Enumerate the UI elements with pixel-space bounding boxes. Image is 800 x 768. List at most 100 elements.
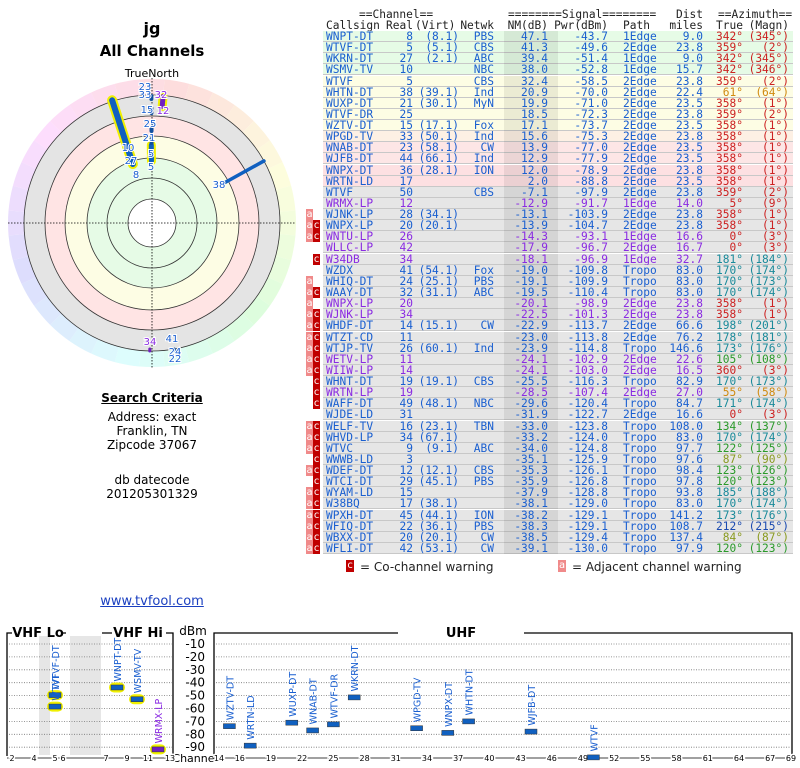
table-row[interactable]: a c W38BQ 17 (38.1) -38.1 -129.0 Tropo 83.0 170° (… — [0, 497, 800, 511]
callsign[interactable]: WJNK-LP — [326, 208, 374, 222]
table-row[interactable]: a c WFIQ-DT 22 (36.1) PBS -38.3 -129.1 Tropo 108.… — [0, 521, 800, 532]
table-row[interactable]: a c WHDF-DT 14 (15.1) CW -22.9 -113.7 2Edge 66.6 1… — [0, 320, 800, 331]
callsign[interactable]: WNPX-DT — [326, 163, 374, 177]
callsign[interactable]: WHIQ-DT — [326, 274, 374, 288]
callsign[interactable]: WNTU-LP — [326, 230, 374, 244]
table-row[interactable]: WLLC-LP 42 -17.9 -96.7 2Edge 16.7 0° (3°) — [0, 241, 800, 255]
callsign[interactable]: WNPX-LP — [326, 297, 374, 311]
callsign[interactable]: WRTN-LP — [326, 386, 374, 400]
callsign[interactable]: WUXP-DT — [326, 96, 374, 110]
table-row[interactable]: a WHIQ-DT 24 (25.1) PBS -19.1 -109.9 Tropo 83.0 1… — [0, 276, 800, 287]
table-row[interactable]: WSMV-TV 10 NBC 38.0 -52.8 1Edge 15.7 342° (346°) — [0, 64, 800, 75]
table-row[interactable]: a c WAAY-DT 32 (31.1) ABC -19.5 -110.4 Tropo 83.0… — [0, 287, 800, 298]
table-row[interactable]: WZDX 41 (54.1) Fox -19.0 -109.8 Tropo 83.0 170° (… — [0, 265, 800, 276]
table-row[interactable]: a c WJNK-LP 34 -22.5 -101.3 2Edge 23.8 358° (1°) — [0, 309, 800, 320]
callsign[interactable]: WHNT-DT — [326, 375, 374, 389]
table-row[interactable]: a c WTJP-TV 26 (60.1) Ind -23.9 -114.8 Tropo 146.… — [0, 343, 800, 354]
nm-column-shade — [504, 286, 558, 298]
table-row[interactable]: WHTN-DT 38 (39.1) Ind 20.9 -70.0 2Edge 22.4 61° (… — [0, 87, 800, 98]
table-row[interactable]: a c WFLI-DT 42 (53.1) CW -39.1 -130.0 Tropo 97.9 1… — [0, 543, 800, 554]
table-row[interactable]: a c WNPX-LP 20 (20.1) -13.9 -104.7 2Edge 23.8 358… — [0, 220, 800, 231]
callsign[interactable]: WNPX-LP — [326, 219, 374, 233]
table-row[interactable]: a c WETV-LP 11 -24.1 -102.9 2Edge 22.6 105° (108°… — [0, 354, 800, 365]
table-row[interactable]: a c WELF-TV 16 (23.1) TBN -33.0 -123.8 Tropo 108.… — [0, 419, 800, 433]
callsign[interactable]: WTZT-CD — [326, 330, 374, 344]
table-row[interactable]: WTVF-DT 5 (5.1) CBS 41.3 -49.6 2Edge 23.8 359° (2… — [0, 42, 800, 53]
table-row[interactable]: a c WNTU-LP 26 -14.3 -93.1 1Edge 16.6 0° (3°) — [0, 231, 800, 242]
table-row[interactable]: WZTV-DT 15 (17.1) Fox 17.1 -73.7 2Edge 23.5 358°… — [0, 120, 800, 131]
network: PBS — [473, 274, 494, 288]
table-row[interactable]: c WRTN-LP 19 -28.5 -107.4 2Edge 27.0 55° (58°) — [0, 387, 800, 398]
table-row[interactable]: WRMX-LP 12 -12.9 -91.7 1Edge 14.0 5° (9°) — [0, 198, 800, 209]
table-row[interactable]: a c WIIW-LP 14 -24.1 -103.0 2Edge 16.5 360° (3°) — [0, 365, 800, 376]
callsign[interactable]: WRMX-LP — [326, 196, 374, 210]
callsign[interactable]: WHTN-DT — [326, 85, 374, 99]
callsign[interactable]: WJDE-LD — [326, 408, 374, 422]
callsign[interactable]: WTVC — [326, 441, 353, 455]
callsign[interactable]: WELF-TV — [326, 419, 374, 433]
callsign[interactable]: WNAB-DT — [326, 141, 374, 155]
callsign[interactable]: WTVF-DR — [326, 107, 374, 121]
callsign[interactable]: WIIW-LP — [326, 363, 374, 377]
table-row[interactable]: a c WTZT-CD 11 -23.0 -113.8 2Edge 76.2 178° (181°… — [0, 330, 800, 344]
table-row[interactable]: a c WHVD-LP 34 (67.1) -33.2 -124.0 Tropo 83.0 170… — [0, 432, 800, 443]
callsign[interactable]: WJFB-DT — [326, 152, 374, 166]
table-row[interactable]: c WTCI-DT 29 (45.1) PBS -35.9 -126.8 Tropo 97.8 1… — [0, 476, 800, 487]
table-row[interactable]: a c WBXX-DT 20 (20.1) CW -38.5 -129.4 Tropo 137.4… — [0, 532, 800, 543]
callsign[interactable]: WWWB-LD — [326, 452, 374, 466]
callsign[interactable]: WTVF-DT — [326, 41, 374, 55]
table-row[interactable]: c WHNT-DT 19 (19.1) CBS -25.5 -116.3 Tropo 82.9 1… — [0, 376, 800, 387]
callsign[interactable]: WDEF-DT — [326, 464, 374, 478]
table-row[interactable]: WPGD-TV 33 (50.1) Ind 15.6 -75.3 2Edge 23.8 358°… — [0, 131, 800, 142]
callsign[interactable]: WTVF — [326, 185, 353, 199]
callsign[interactable]: WTJP-TV — [326, 341, 374, 355]
callsign[interactable]: WAAY-DT — [326, 285, 374, 299]
table-row[interactable]: c WWWB-LD 3 -35.1 -125.9 Tropo 97.6 87° (90°) — [0, 454, 800, 465]
callsign[interactable]: WZDX — [326, 263, 353, 277]
callsign[interactable]: WPXH-DT — [326, 508, 374, 522]
tvfool-link[interactable]: www.tvfool.com — [100, 594, 204, 609]
callsign[interactable]: WETV-LP — [326, 352, 374, 366]
callsign[interactable]: WYAM-LD — [326, 486, 374, 500]
callsign[interactable]: WTCI-DT — [326, 475, 374, 489]
callsign[interactable]: WKRN-DT — [326, 52, 374, 66]
table-row[interactable]: a c WDEF-DT 12 (12.1) CBS -35.3 -126.1 Tropo 98.4… — [0, 465, 800, 476]
callsign[interactable]: WHVD-LP — [326, 430, 374, 444]
callsign[interactable]: WPGD-TV — [326, 130, 374, 144]
noise-margin: -38.1 — [514, 497, 548, 511]
callsign[interactable]: WNPT-DT — [326, 30, 374, 43]
table-row[interactable]: WTVF-DR 25 18.5 -72.3 2Edge 23.8 359° (2°) — [0, 109, 800, 120]
callsign[interactable]: WFIQ-DT — [326, 519, 374, 533]
table-row[interactable]: WJDE-LD 31 -31.9 -122.7 2Edge 16.6 0° (3°) — [0, 408, 800, 422]
callsign[interactable]: WRTN-LD — [326, 174, 374, 188]
table-row[interactable]: a WNPX-LP 20 -20.1 -98.9 2Edge 23.8 358° (1°) — [0, 298, 800, 309]
table-row[interactable]: WRTN-LD 17 2.0 -88.8 2Edge 23.5 358° (1°) — [0, 176, 800, 187]
table-row[interactable]: a c WPXH-DT 45 (44.1) ION -38.2 -129.1 Tropo 141.… — [0, 508, 800, 522]
table-row[interactable]: WKRN-DT 27 (2.1) ABC 39.4 -51.4 1Edge 9.0 342° (3… — [0, 53, 800, 64]
callsign[interactable]: WBXX-DT — [326, 530, 374, 544]
callsign[interactable]: WHDF-DT — [326, 319, 374, 333]
table-row[interactable]: WNAB-DT 23 (58.1) CW 13.9 -77.0 2Edge 23.5 358° (… — [0, 142, 800, 153]
table-row[interactable]: a WJNK-LP 28 (34.1) -13.1 -103.9 2Edge 23.8 358°… — [0, 209, 800, 220]
callsign[interactable]: WLLC-LP — [326, 241, 374, 255]
callsign[interactable]: WZTV-DT — [326, 119, 374, 133]
table-row[interactable]: a c WTVC 9 (9.1) ABC -34.0 -124.8 Tropo 97.7 122° (… — [0, 443, 800, 454]
table-row[interactable]: WTVF 50 CBS -7.1 -97.9 2Edge 23.8 359° (2°) — [0, 187, 800, 198]
callsign[interactable]: WJNK-LP — [326, 308, 374, 322]
callsign[interactable]: WAFF-DT — [326, 397, 374, 411]
table-row[interactable]: c W34DB 34 -18.1 -96.9 1Edge 32.7 181° (184°) — [0, 252, 800, 266]
callsign[interactable]: W34DB — [326, 252, 360, 266]
table-row[interactable]: WNPT-DT 8 (8.1) PBS 47.1 -43.7 1Edge 9.0 342° (34… — [0, 31, 800, 42]
callsign[interactable]: WSMV-TV — [326, 63, 374, 77]
callsign[interactable]: WTVF — [326, 74, 353, 88]
table-row[interactable]: WNPX-DT 36 (28.1) ION 12.0 -78.9 2Edge 23.8 358°… — [0, 163, 800, 177]
dbm-tick-label: -70 — [185, 714, 205, 728]
table-row[interactable]: c WAFF-DT 49 (48.1) NBC -29.6 -120.4 Tropo 84.7 1… — [0, 398, 800, 409]
table-row[interactable]: a c WYAM-LD 15 -37.9 -128.8 Tropo 93.8 185° (188°… — [0, 487, 800, 498]
azimuth-magnetic: (176°) — [748, 341, 789, 355]
table-row[interactable]: WJFB-DT 44 (66.1) Ind 12.9 -77.9 2Edge 23.5 358°… — [0, 152, 800, 166]
callsign[interactable]: W38BQ — [326, 497, 360, 511]
callsign[interactable]: WFLI-DT — [326, 541, 374, 555]
table-row[interactable]: WTVF 5 CBS 32.4 -58.5 2Edge 23.8 359° (2°) — [0, 74, 800, 88]
table-row[interactable]: WUXP-DT 21 (30.1) MyN 19.9 -71.0 2Edge 23.5 358°… — [0, 98, 800, 109]
